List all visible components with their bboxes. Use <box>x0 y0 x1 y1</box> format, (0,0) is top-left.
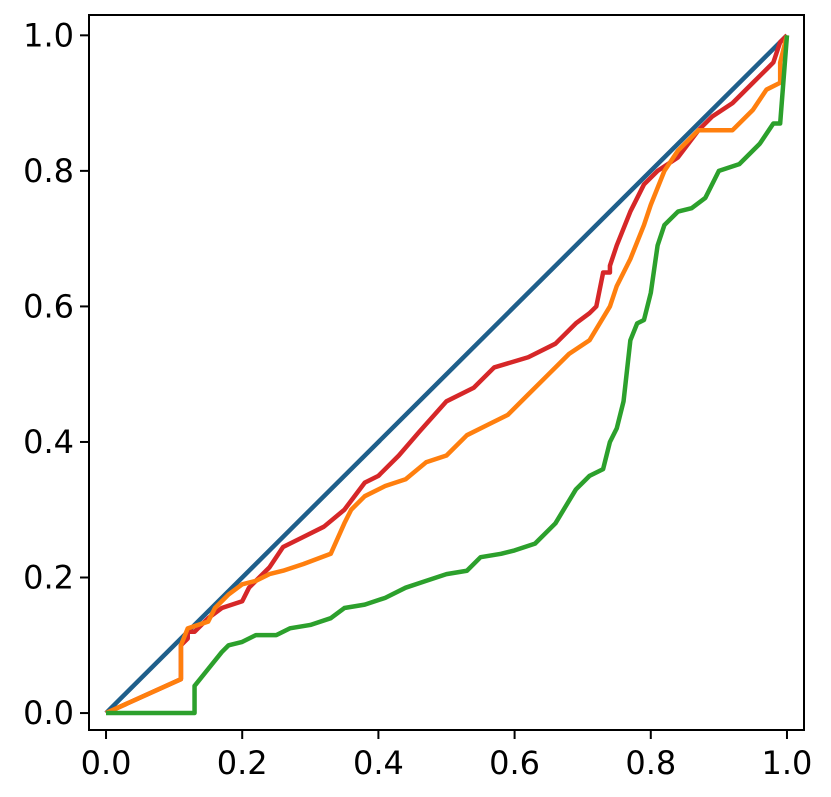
y-tick-label: 1.0 <box>23 16 74 54</box>
series-line-1 <box>104 33 789 715</box>
x-tick-label: 0.8 <box>625 744 676 782</box>
x-tick-label: 0.6 <box>489 744 540 782</box>
plot-frame <box>88 14 805 731</box>
x-axis: 0.0 0.2 0.4 0.6 0.8 1.0 <box>81 730 813 782</box>
y-tick-label: 0.4 <box>23 423 74 461</box>
y-tick-label: 0.2 <box>23 559 74 597</box>
x-tick-label: 0.4 <box>353 744 404 782</box>
y-tick-label: 0.6 <box>23 287 74 325</box>
x-tick-label: 0.0 <box>81 744 132 782</box>
series-layer <box>104 33 790 716</box>
y-axis: 0.0 0.2 0.4 0.6 0.8 1.0 <box>23 16 89 732</box>
x-tick-label: 0.2 <box>217 744 268 782</box>
x-tick-label: 1.0 <box>762 744 813 782</box>
series-line-4 <box>106 35 790 716</box>
y-tick-label: 0.8 <box>23 152 74 190</box>
y-tick-label: 0.0 <box>23 694 74 732</box>
series-line-3 <box>105 34 790 716</box>
